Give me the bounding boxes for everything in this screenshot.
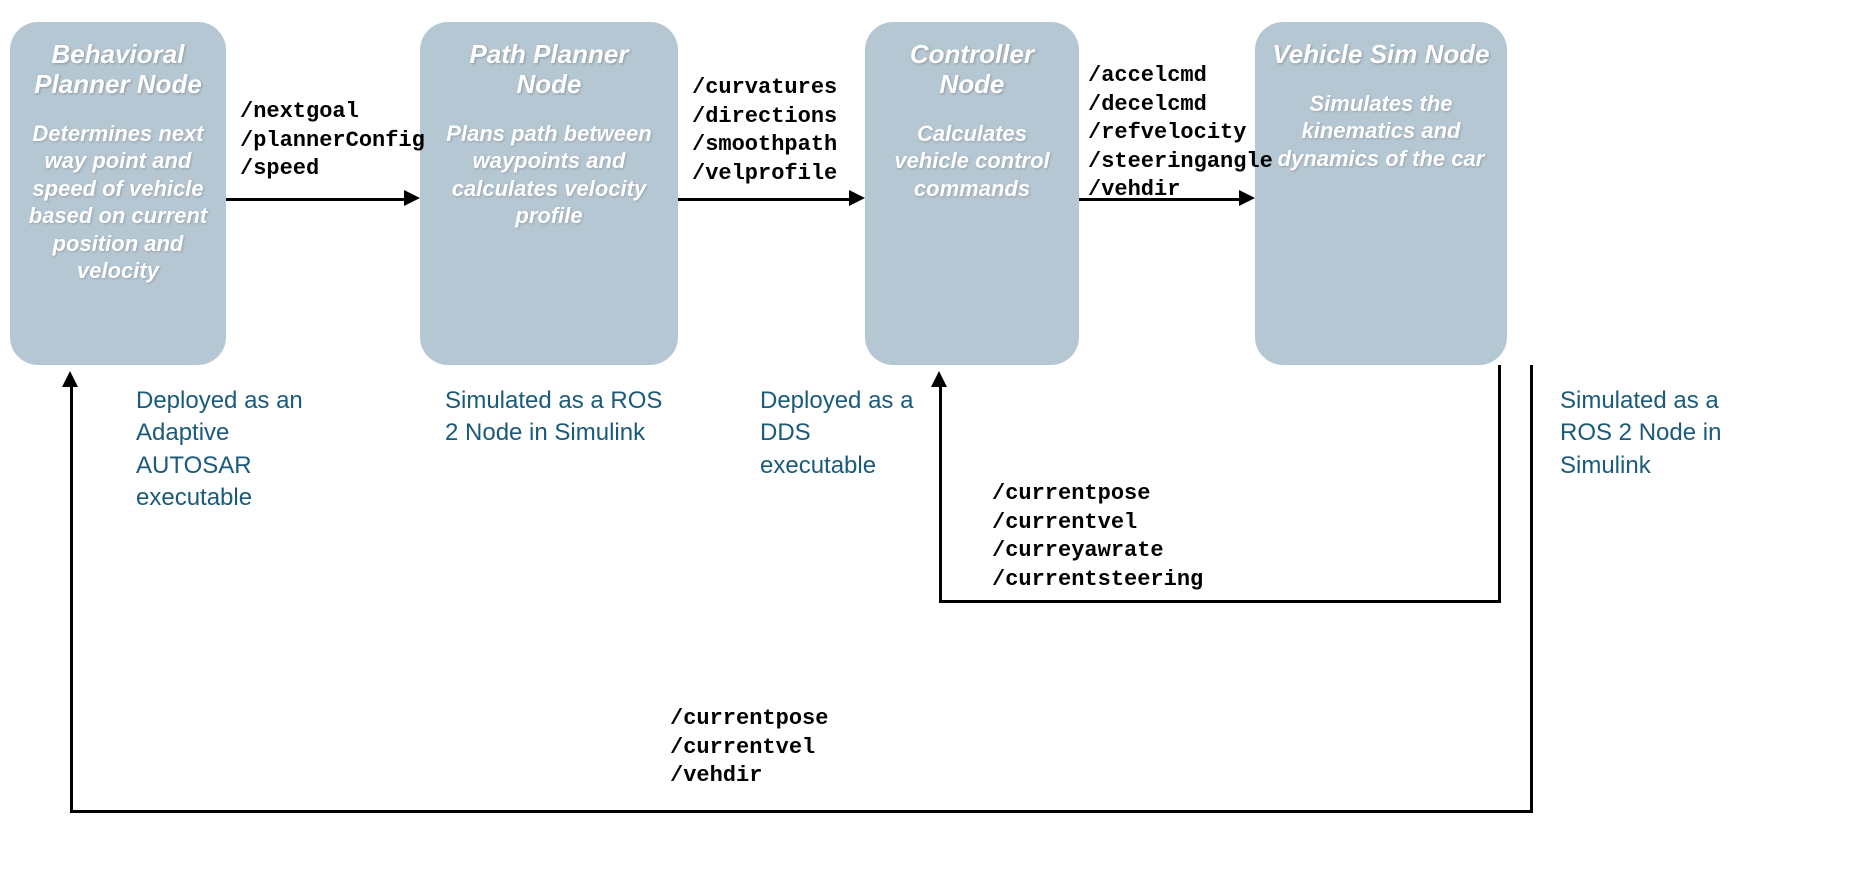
- edge5-v1: [1530, 365, 1533, 813]
- node-path-planner: Path Planner Node Plans path between way…: [420, 22, 678, 365]
- edge-line-1: [226, 198, 406, 201]
- node-controller: Controller Node Calculates vehicle contr…: [865, 22, 1079, 365]
- node-desc: Simulates the kinematics and dynamics of…: [1271, 90, 1491, 173]
- node-desc: Plans path between waypoints and calcula…: [436, 120, 662, 230]
- node-behavioral-planner: Behavioral Planner Node Determines next …: [10, 22, 226, 365]
- edge-topics-1: /nextgoal /plannerConfig /speed: [240, 98, 425, 184]
- edge-topics-5: /currentpose /currentvel /vehdir: [670, 705, 828, 791]
- edge5-h1: [70, 810, 1533, 813]
- node-title: Behavioral Planner Node: [26, 40, 210, 100]
- arrowhead-icon: [62, 371, 78, 387]
- arrowhead-icon: [849, 190, 865, 206]
- edge-topics-3: /accelcmd /decelcmd /refvelocity /steeri…: [1088, 62, 1273, 205]
- arrowhead-icon: [404, 190, 420, 206]
- arrowhead-icon: [931, 371, 947, 387]
- edge4-h1: [939, 600, 1501, 603]
- edge4-v1: [1498, 365, 1501, 603]
- node-title: Path Planner Node: [436, 40, 662, 100]
- edge5-v2: [70, 385, 73, 813]
- node-title: Vehicle Sim Node: [1272, 40, 1489, 70]
- edge-topics-2: /curvatures /directions /smoothpath /vel…: [692, 74, 837, 188]
- node-vehicle-sim: Vehicle Sim Node Simulates the kinematic…: [1255, 22, 1507, 365]
- edge4-v2: [939, 385, 942, 603]
- deploy-label-behavioral: Deployed as an Adaptive AUTOSAR executab…: [136, 385, 336, 515]
- node-title: Controller Node: [881, 40, 1063, 100]
- deploy-label-vehiclesim: Simulated as a ROS 2 Node in Simulink: [1560, 385, 1740, 482]
- node-desc: Determines next way point and speed of v…: [26, 120, 210, 285]
- edge-line-3: [1079, 198, 1241, 201]
- node-desc: Calculates vehicle control commands: [881, 120, 1063, 203]
- arrowhead-icon: [1239, 190, 1255, 206]
- deploy-label-controller: Deployed as a DDS executable: [760, 385, 920, 482]
- deploy-label-pathplanner: Simulated as a ROS 2 Node in Simulink: [445, 385, 675, 450]
- edge-topics-4: /currentpose /currentvel /curreyawrate /…: [992, 480, 1203, 594]
- edge-line-2: [678, 198, 851, 201]
